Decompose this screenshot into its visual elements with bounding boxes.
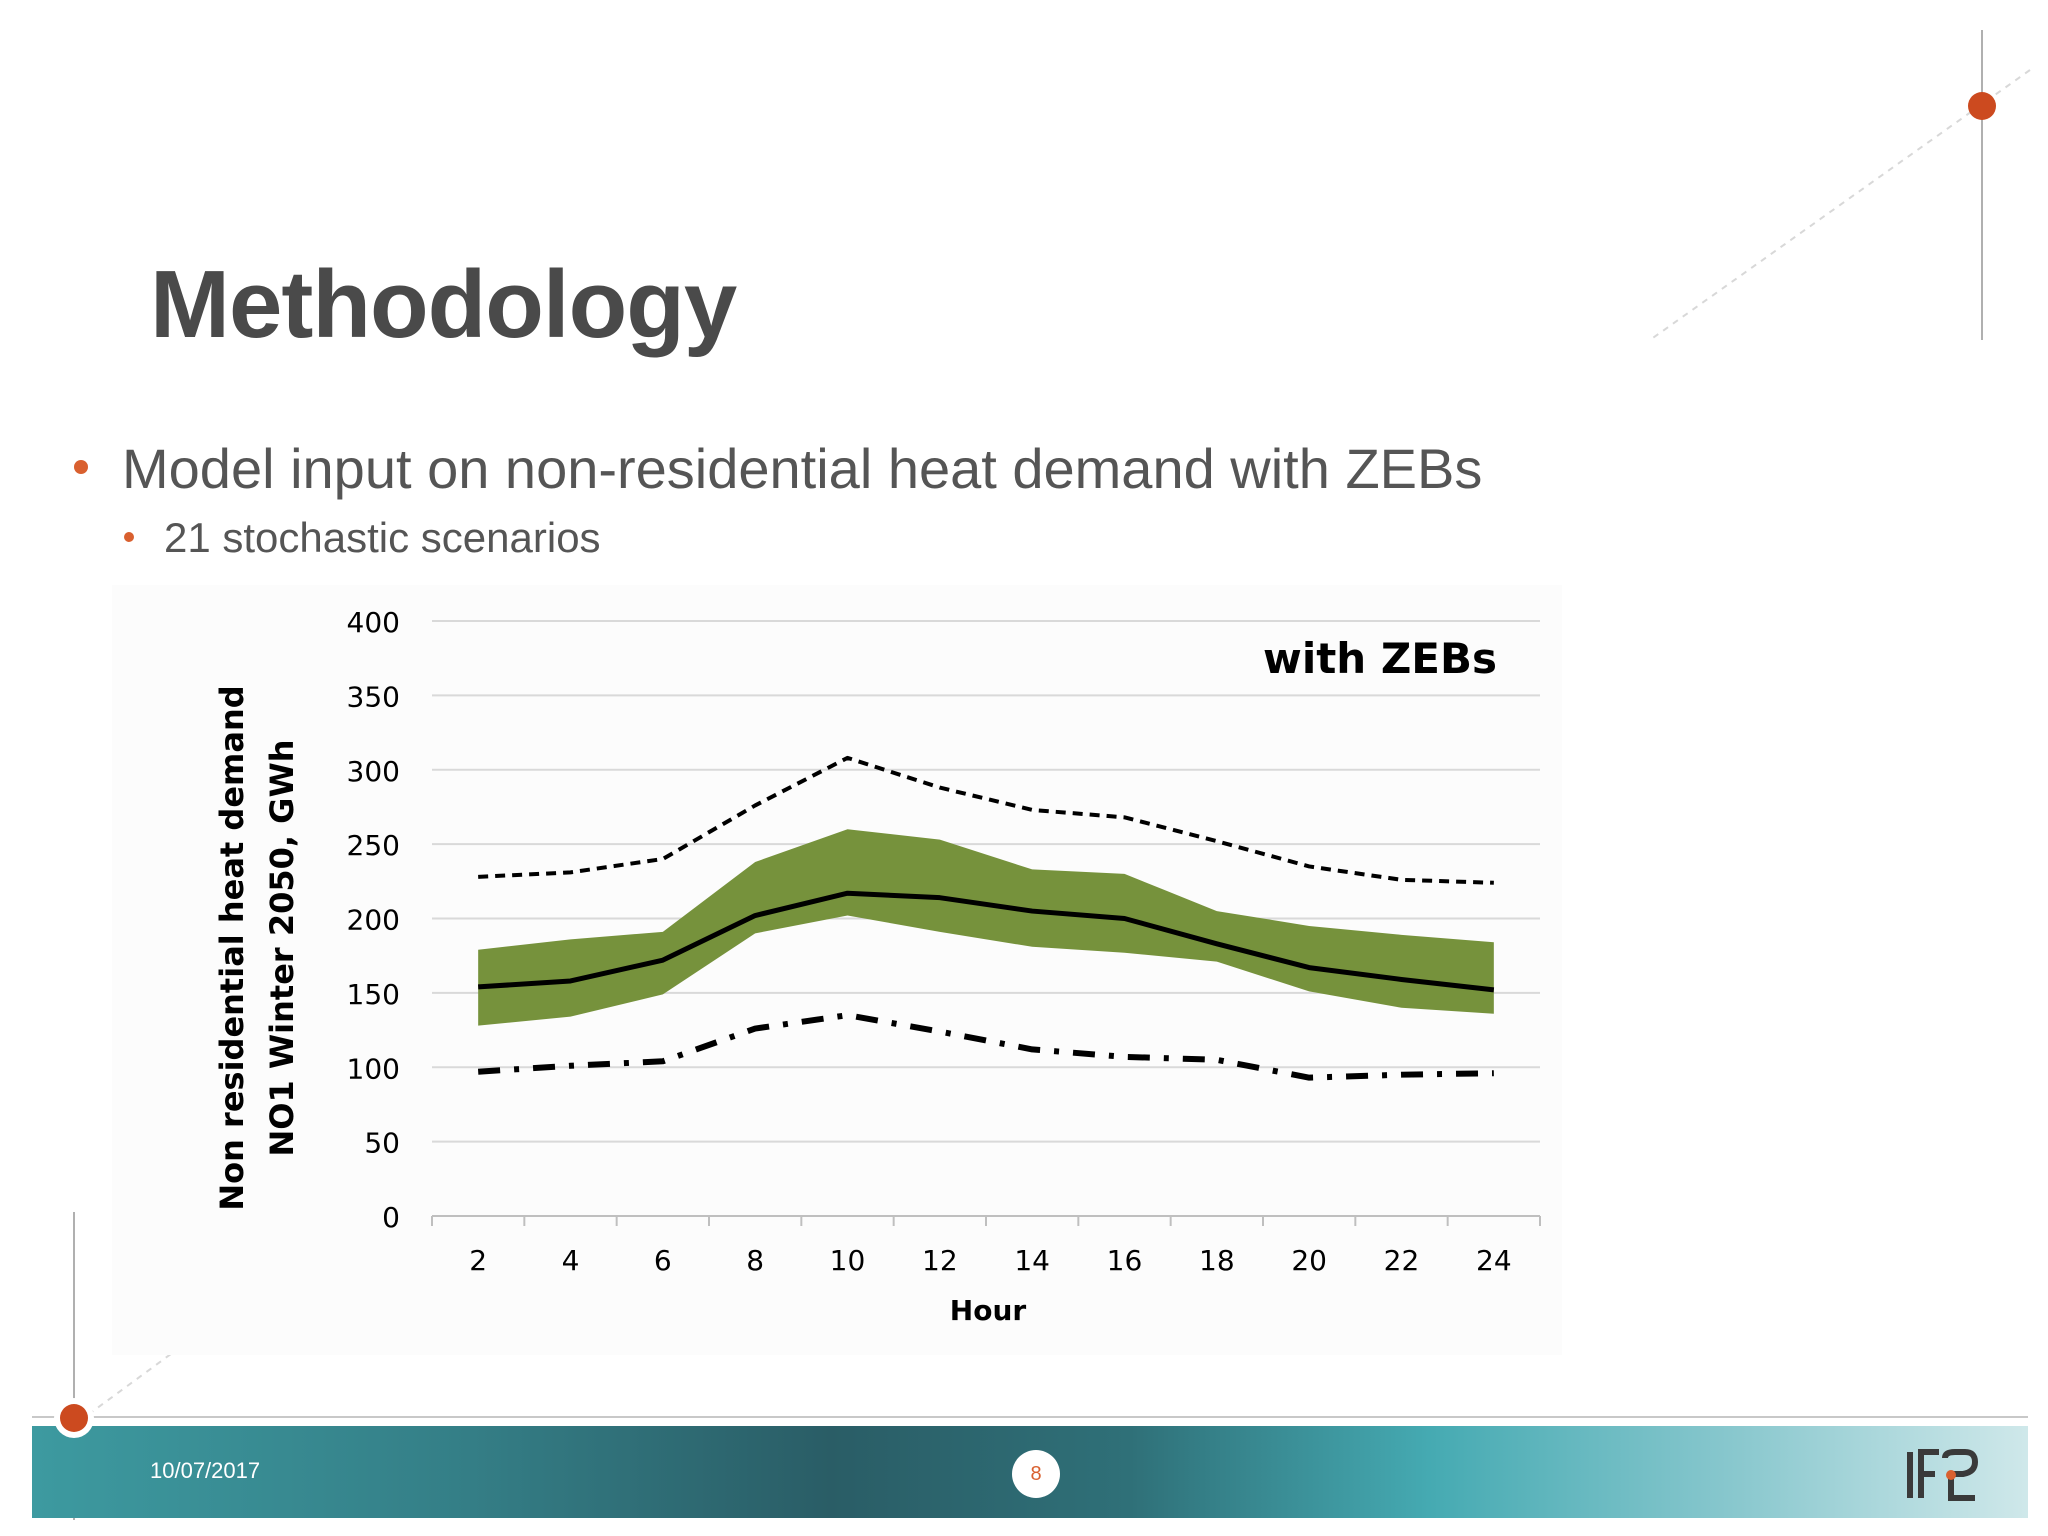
series-line-dashdot: [477, 1012, 1494, 1081]
series-line-solid: [478, 890, 1495, 993]
ife-logo-icon: [1907, 1449, 1979, 1501]
chart-series: [477, 755, 1495, 1081]
decoration-top-right: [1649, 30, 2031, 341]
x-tick-label: 8: [746, 1244, 764, 1277]
x-tick-label: 22: [1384, 1244, 1420, 1277]
y-tick-label: 300: [347, 755, 400, 788]
y-tick-label: 0: [382, 1201, 400, 1234]
scenario-range-band: [478, 829, 1494, 1026]
x-tick-label: 18: [1199, 1244, 1235, 1277]
footer-date: 10/07/2017: [150, 1458, 261, 1483]
y-tick-label: 100: [347, 1052, 400, 1085]
bullet-level-1: Model input on non-residential heat dema…: [74, 436, 1482, 501]
x-tick-label: 14: [1014, 1244, 1050, 1277]
x-tick-label: 2: [469, 1244, 487, 1277]
y-tick-label: 50: [364, 1127, 400, 1160]
y-tick-label: 200: [347, 904, 400, 937]
scenario-band: [478, 829, 1494, 1026]
y-tick-label: 150: [347, 978, 400, 1011]
x-tick-label: 16: [1107, 1244, 1143, 1277]
y-tick-label: 400: [347, 606, 400, 639]
x-axis: 2 4 6 8 10 12 14 16 18 20 22 24: [431, 1215, 1541, 1277]
y-axis: 0 50 100 150 200 250 300 350 400: [347, 606, 400, 1234]
bullet-dot-icon: [74, 460, 88, 475]
x-tick-label: 12: [922, 1244, 958, 1277]
slide-title: Methodology: [150, 251, 737, 358]
bullet-level-2: 21 stochastic scenarios: [124, 514, 601, 562]
footer-divider: [32, 1416, 2028, 1418]
x-tick-label: 4: [562, 1244, 580, 1277]
x-tick-label: 6: [654, 1244, 672, 1277]
chart-annotation: with ZEBs: [1263, 634, 1497, 683]
bullet-text: 21 stochastic scenarios: [164, 514, 601, 561]
x-tick-label: 10: [830, 1244, 866, 1277]
y-axis-label-line-1: Non residential heat demand: [213, 685, 251, 1210]
decoration-diagonal-line: [1649, 69, 2031, 341]
y-tick-label: 350: [347, 680, 400, 713]
decoration-dot-bottom: [54, 1398, 94, 1438]
bullet-dot-icon: [124, 531, 134, 542]
y-axis-label-line-2: NO1 Winter 2050, GWh: [263, 739, 301, 1156]
decoration-dot-top: [1968, 92, 1996, 120]
x-axis-label: Hour: [950, 1294, 1027, 1327]
x-tick-label: 20: [1291, 1244, 1327, 1277]
series-line-dashed: [478, 755, 1494, 885]
bullet-text: Model input on non-residential heat dema…: [122, 437, 1483, 500]
heat-demand-chart: 2 4 6 8 10 12 14 16 18 20 22 24 0501001502002503003…: [213, 606, 1541, 1327]
x-tick-label: 24: [1476, 1244, 1512, 1277]
page-number: 8: [1012, 1450, 1060, 1498]
y-tick-label: 250: [347, 829, 400, 862]
